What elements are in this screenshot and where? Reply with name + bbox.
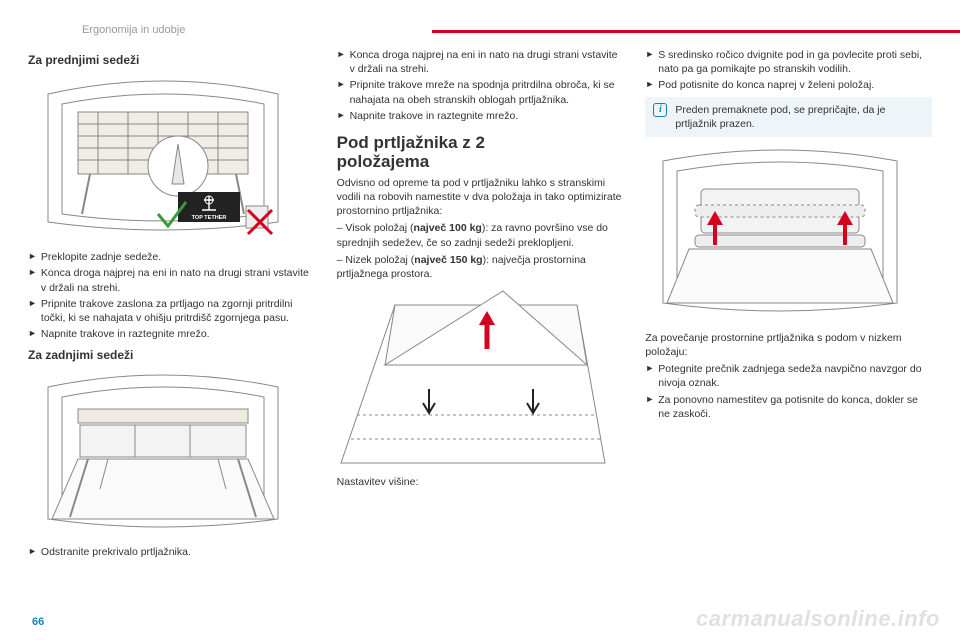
bullet: ► Preklopite zadnje sedeže. xyxy=(28,250,315,264)
triangle-icon: ► xyxy=(645,48,654,76)
bullet-text: Napnite trakove in raztegnite mrežo. xyxy=(41,327,210,341)
bullet-text: Pod potisnite do konca naprej v želeni p… xyxy=(658,78,874,92)
bullet: ►Pripnite trakove mreže na spodnja pritr… xyxy=(337,78,624,106)
bullet: ►Konca droga najprej na eni in nato na d… xyxy=(28,266,315,294)
info-icon: i xyxy=(653,103,667,117)
illustration-floor-adjust xyxy=(337,285,624,467)
bullet-text: Pripnite trakove zaslona za prtljago na … xyxy=(41,297,315,325)
triangle-icon: ► xyxy=(28,250,37,264)
intro-text: Odvisno od opreme ta pod v prtljažniku l… xyxy=(337,176,624,219)
bullet-text: Preklopite zadnje sedeže. xyxy=(41,250,161,264)
illustration-front-seats: TOP TETHER xyxy=(28,74,315,242)
bullet: ►Potegnite prečnik zadnjega sedeža navpi… xyxy=(645,362,932,390)
caption: Nastavitev višine: xyxy=(337,475,624,489)
triangle-icon: ► xyxy=(337,78,346,106)
triangle-icon: ► xyxy=(28,297,37,325)
triangle-icon: ► xyxy=(645,362,654,390)
columns: Za prednjimi sedeži xyxy=(28,46,932,606)
bullet: ► Napnite trakove in raztegnite mrežo. xyxy=(337,109,624,123)
bullet-text: Konca droga najprej na eni in nato na dr… xyxy=(350,48,624,76)
bullet: ►S sredinsko ročico dvignite pod in ga p… xyxy=(645,48,932,76)
bullet-text: Odstranite prekrivalo prtljažnika. xyxy=(41,545,191,559)
bullet-text: S sredinsko ročico dvignite pod in ga po… xyxy=(658,48,932,76)
column-1: Za prednjimi sedeži xyxy=(28,46,315,606)
column-3: ►S sredinsko ročico dvignite pod in ga p… xyxy=(645,46,932,606)
heading-rear-seats: Za zadnjimi sedeži xyxy=(28,347,315,363)
bullet: ► Odstranite prekrivalo prtljažnika. xyxy=(28,545,315,559)
bullet-text: Konca droga najprej na eni in nato na dr… xyxy=(41,266,315,294)
list-item: – Visok položaj (največ 100 kg): za ravn… xyxy=(337,221,624,249)
heading-front-seats: Za prednjimi sedeži xyxy=(28,52,315,68)
note-text: Preden premaknete pod, se prepričajte, d… xyxy=(675,103,924,131)
triangle-icon: ► xyxy=(645,393,654,421)
triangle-icon: ► xyxy=(645,78,654,92)
bullet-text: Za ponovno namestitev ga potisnite do ko… xyxy=(658,393,932,421)
illustration-seat-crossbar xyxy=(645,145,932,323)
list-item: – Nizek položaj (največ 150 kg): največj… xyxy=(337,253,624,281)
info-note: i Preden premaknete pod, se prepričajte,… xyxy=(645,97,932,137)
triangle-icon: ► xyxy=(28,266,37,294)
triangle-icon: ► xyxy=(28,327,37,341)
bullet: ► Napnite trakove in raztegnite mrežo. xyxy=(28,327,315,341)
bullet-text: Napnite trakove in raztegnite mrežo. xyxy=(350,109,519,123)
svg-text:TOP TETHER: TOP TETHER xyxy=(192,215,227,221)
triangle-icon: ► xyxy=(337,48,346,76)
triangle-icon: ► xyxy=(337,109,346,123)
bullet-text: Pripnite trakove mreže na spodnja pritrd… xyxy=(350,78,624,106)
watermark: carmanualsonline.info xyxy=(696,606,940,632)
page-number: 66 xyxy=(32,616,44,628)
column-2: ►Konca droga najprej na eni in nato na d… xyxy=(337,46,624,606)
page: Ergonomija in udobje Za prednjimi sedeži xyxy=(0,0,960,640)
bullet: ►Konca droga najprej na eni in nato na d… xyxy=(337,48,624,76)
bullet: ►Za ponovno namestitev ga potisnite do k… xyxy=(645,393,932,421)
bullet-text: Potegnite prečnik zadnjega sedeža navpič… xyxy=(658,362,932,390)
bullet: ►Pripnite trakove zaslona za prtljago na… xyxy=(28,297,315,325)
triangle-icon: ► xyxy=(28,545,37,559)
section-header: Ergonomija in udobje xyxy=(82,24,185,36)
heading-boot-floor: Pod prtljažnika z 2položajema xyxy=(337,133,624,172)
paragraph: Za povečanje prostornine prtljažnika s p… xyxy=(645,331,932,359)
illustration-rear-seats xyxy=(28,369,315,537)
header-red-bar xyxy=(432,30,960,33)
bullet: ► Pod potisnite do konca naprej v želeni … xyxy=(645,78,932,92)
